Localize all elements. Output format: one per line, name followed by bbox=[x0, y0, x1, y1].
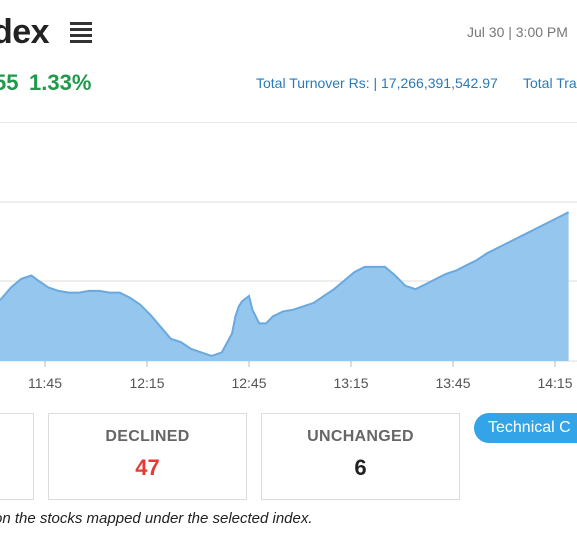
area-series-line bbox=[0, 211, 570, 357]
x-tick-label: 13:45 bbox=[435, 375, 470, 391]
x-tick-label: 14:15 bbox=[537, 375, 572, 391]
x-tick-label: 12:15 bbox=[129, 375, 164, 391]
index-title: dex bbox=[0, 13, 50, 51]
total-turnover[interactable]: Total Turnover Rs: | 17,266,391,542.97 bbox=[256, 75, 498, 91]
declined-label: DECLINED bbox=[105, 428, 190, 445]
footnote-text: on the stocks mapped under the selected … bbox=[0, 510, 313, 527]
unchanged-label: UNCHANGED bbox=[307, 428, 414, 445]
change-value: 55 bbox=[0, 70, 19, 95]
x-tick-label: 13:15 bbox=[333, 375, 368, 391]
x-tick-label: 12:45 bbox=[231, 375, 266, 391]
x-tick-label: 11:45 bbox=[28, 375, 62, 391]
header-divider bbox=[0, 122, 577, 123]
declined-value: 47 bbox=[135, 455, 160, 480]
total-trades-label[interactable]: Total Tra bbox=[523, 75, 577, 91]
menu-icon[interactable] bbox=[70, 18, 92, 44]
area-series bbox=[0, 212, 569, 361]
technical-chart-button[interactable]: Technical C bbox=[474, 413, 577, 443]
advanced-card bbox=[0, 413, 34, 500]
x-axis: 11:45 12:15 12:45 13:15 13:45 14:15 bbox=[28, 361, 573, 391]
unchanged-value: 6 bbox=[354, 455, 367, 480]
change-percent: 1.33% bbox=[29, 70, 92, 95]
datetime-label: Jul 30 | 3:00 PM bbox=[467, 24, 568, 40]
unchanged-card: UNCHANGED 6 bbox=[261, 413, 460, 500]
intraday-area-chart: 11:45 12:15 12:45 13:15 13:45 14:15 bbox=[0, 201, 577, 391]
declined-card: DECLINED 47 bbox=[48, 413, 247, 500]
